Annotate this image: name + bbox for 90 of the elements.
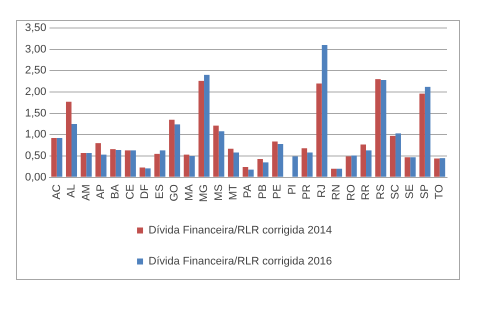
- bar: [86, 152, 92, 177]
- bar: [262, 162, 268, 177]
- bar: [110, 149, 116, 177]
- bar: [395, 133, 401, 177]
- x-tick-label: RS: [374, 184, 387, 200]
- bar: [116, 150, 122, 177]
- bar: [278, 144, 284, 177]
- bar: [375, 79, 381, 177]
- bar: [404, 157, 410, 177]
- bar: [292, 156, 298, 177]
- bar: [169, 120, 175, 177]
- x-tick-label: SC: [389, 184, 402, 200]
- bar: [160, 150, 166, 177]
- x-tick-label: SP: [418, 184, 431, 199]
- y-tick-label: 0,00: [24, 171, 46, 184]
- x-tick-label: GO: [168, 184, 181, 202]
- bar: [424, 86, 430, 177]
- x-tick-label: AM: [80, 184, 92, 201]
- x-tick-label: MA: [183, 184, 196, 201]
- bar: [184, 154, 190, 177]
- x-tick-label: AL: [66, 184, 78, 198]
- bar: [100, 154, 106, 177]
- bar: [140, 167, 146, 177]
- bar: [380, 80, 386, 177]
- bar: [331, 168, 337, 177]
- bar: [346, 156, 352, 177]
- y-tick-label: 2,50: [24, 64, 46, 77]
- x-tick-label: AC: [50, 184, 63, 200]
- x-tick-label: RR: [360, 184, 372, 200]
- y-tick-label: 0,50: [24, 150, 46, 162]
- bar: [145, 168, 151, 177]
- bar: [72, 124, 78, 177]
- bar: [316, 83, 322, 177]
- bar: [204, 74, 210, 177]
- x-tick-label: RO: [345, 184, 358, 201]
- y-tick-label: 1,50: [24, 107, 46, 120]
- bar: [51, 138, 57, 177]
- x-tick-label: BA: [110, 184, 122, 199]
- bar: [336, 168, 342, 177]
- x-tick-label: PB: [256, 184, 269, 199]
- y-tick-label: 3,00: [24, 43, 46, 56]
- x-tick-label: RN: [330, 184, 343, 200]
- x-tick-label: MS: [212, 184, 225, 201]
- x-tick-label: SE: [404, 184, 416, 199]
- bar: [95, 143, 101, 177]
- x-tick-label: AP: [94, 184, 107, 199]
- bar: [257, 158, 263, 177]
- bar: [366, 150, 372, 177]
- bar: [419, 94, 425, 177]
- x-tick-label: CE: [124, 184, 136, 200]
- bar: [248, 170, 254, 177]
- x-tick-label: DF: [139, 184, 152, 199]
- bar: [189, 156, 195, 177]
- bar: [410, 157, 416, 177]
- bar: [213, 126, 219, 177]
- bar: [434, 158, 440, 177]
- bar: [307, 152, 313, 177]
- bar: [174, 124, 180, 177]
- x-tick-label: PA: [242, 184, 254, 198]
- x-tick-label: MT: [228, 184, 240, 200]
- bar: [390, 136, 396, 177]
- bar: [80, 152, 86, 177]
- bar: [154, 154, 160, 177]
- y-tick-label: 1,00: [24, 128, 46, 141]
- bar: [124, 150, 130, 177]
- bar: [198, 80, 204, 177]
- bar: [56, 138, 62, 177]
- x-tick-label: ES: [154, 184, 166, 199]
- bar: [302, 148, 308, 177]
- x-tick-label: PE: [272, 184, 284, 199]
- bar: [242, 167, 248, 177]
- x-tick-label: TO: [434, 184, 446, 200]
- x-tick-label: MG: [198, 184, 210, 202]
- bar: [233, 152, 239, 177]
- x-tick-label: PI: [286, 184, 298, 195]
- bar: [351, 156, 357, 177]
- legend-label: Dívida Financeira/RLR corrigida 2016: [148, 256, 332, 268]
- bar: [130, 150, 136, 177]
- bar: [272, 141, 278, 177]
- bar: [228, 148, 234, 177]
- bar: [218, 131, 224, 177]
- y-tick-label: 2,00: [24, 86, 46, 98]
- bar: [360, 144, 366, 177]
- legend-label: Dívida Financeira/RLR corrigida 2014: [148, 224, 332, 237]
- y-tick-label: 3,50: [24, 22, 46, 34]
- bar: [322, 45, 328, 177]
- bar: [440, 158, 446, 177]
- x-tick-label: PR: [301, 184, 314, 200]
- x-tick-label: RJ: [316, 184, 328, 198]
- bar: [66, 102, 72, 177]
